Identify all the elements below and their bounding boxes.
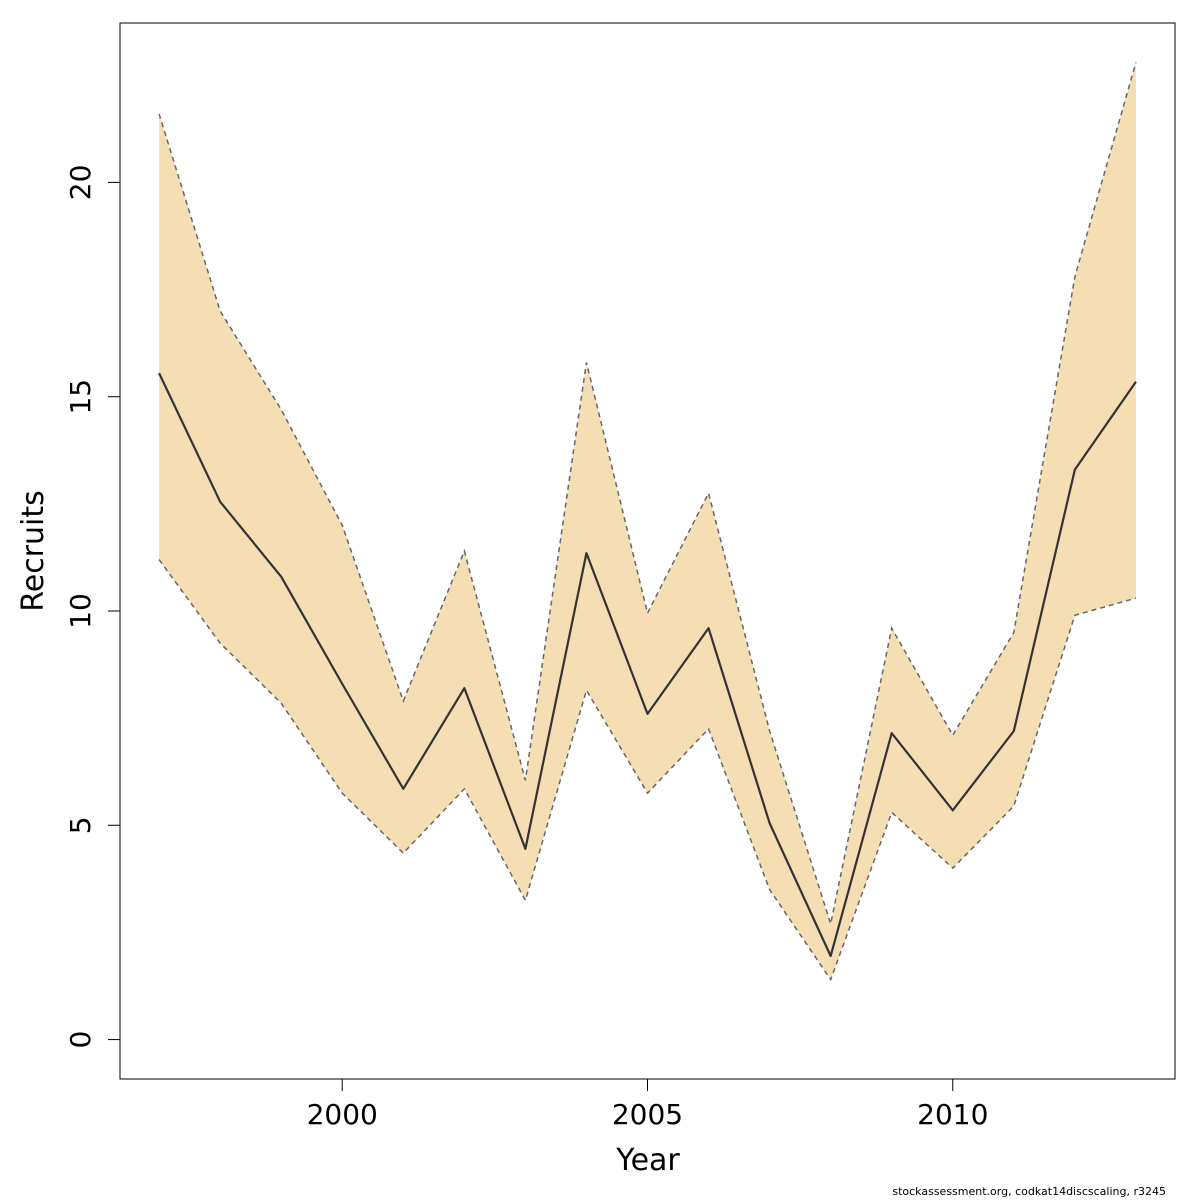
upper-bound-line: [158, 62, 1137, 927]
confidence-band-layer: [158, 62, 1137, 982]
x-axis-title: Year: [615, 1143, 680, 1178]
estimate-line-layer: [158, 372, 1137, 958]
lower-bound-line: [158, 559, 1137, 982]
footer-credit: stockassessment.org, codkat14discscaling…: [892, 1185, 1166, 1198]
confidence-band: [159, 62, 1136, 980]
y-tick-label: 0: [64, 1031, 97, 1049]
x-tick-label: 2010: [917, 1098, 988, 1131]
y-tick-label: 10: [64, 593, 97, 629]
y-tick-label: 5: [64, 816, 97, 834]
x-tick-label: 2005: [612, 1098, 683, 1131]
x-tick-label: 2000: [307, 1098, 378, 1131]
y-tick-label: 15: [64, 379, 97, 415]
x-axis: 2000 2005 2010: [307, 1079, 988, 1131]
y-axis: 0 5 10 15 20: [64, 165, 120, 1049]
y-axis-title: Recruits: [16, 490, 51, 612]
y-tick-label: 20: [64, 165, 97, 201]
